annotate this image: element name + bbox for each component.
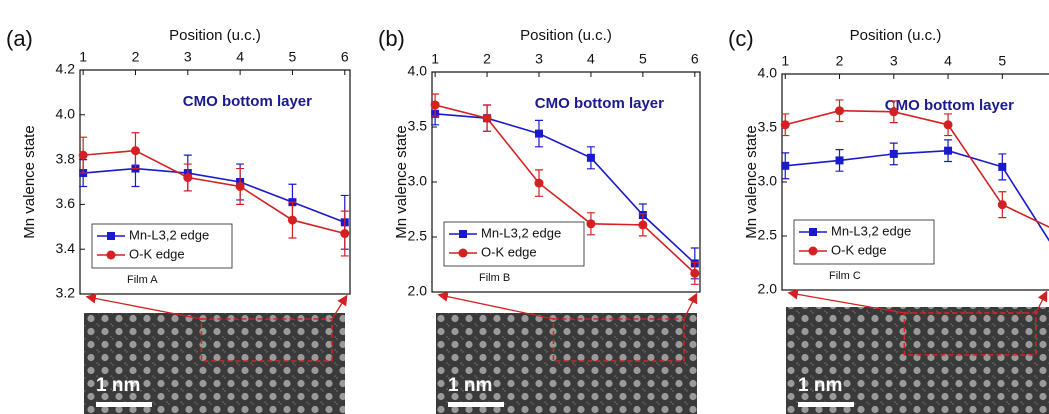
series-line (785, 111, 1049, 231)
annotation: CMO bottom layer (535, 95, 664, 112)
y-tick-label: 2.0 (408, 283, 428, 299)
stem-image (436, 313, 697, 414)
x-tick-label: 1 (79, 49, 87, 65)
scale-bar-label: 1 nm (798, 375, 842, 396)
y-tick-label: 3.4 (56, 240, 76, 256)
scale-bar (798, 402, 854, 407)
legend-marker (809, 247, 818, 256)
marker (890, 150, 898, 158)
marker (131, 146, 140, 155)
y-tick-label: 3.5 (758, 119, 778, 135)
x-tick-label: 5 (998, 53, 1006, 69)
x-tick-label: 5 (289, 49, 297, 65)
legend-label: O-K edge (831, 242, 887, 257)
panel-label: (b) (378, 26, 405, 51)
y-tick-label: 3.0 (408, 173, 428, 189)
y-tick-label: 2.5 (758, 227, 778, 243)
legend-marker (459, 249, 468, 258)
film-label: Film C (829, 270, 861, 282)
film-label: Film A (127, 274, 158, 286)
y-tick-label: 4.2 (56, 61, 76, 77)
y-tick-label: 3.0 (758, 173, 778, 189)
x-tick-label: 6 (341, 49, 349, 65)
x-tick-label: 4 (944, 53, 952, 69)
x-tick-label: 2 (132, 49, 140, 65)
marker (587, 154, 595, 162)
x-tick-label: 4 (587, 51, 595, 67)
marker (836, 156, 844, 164)
panel-label: (c) (728, 26, 754, 51)
marker (889, 107, 898, 116)
marker (534, 179, 543, 188)
page: (a) Position (u.c.) Mn valence state 1 2 3 4 5 6… (0, 0, 1049, 414)
legend-label: O-K edge (481, 244, 537, 259)
marker (638, 220, 647, 229)
x-tick-label: 1 (781, 53, 789, 69)
scale-bar-label: 1 nm (96, 375, 140, 396)
x-tick-label: 2 (836, 53, 844, 69)
legend-marker (459, 230, 467, 238)
marker (431, 101, 440, 110)
legend-label: O-K edge (129, 246, 185, 261)
y-tick-label: 2.0 (758, 281, 778, 297)
y-tick-label: 4.0 (56, 106, 76, 122)
y-tick-label: 2.5 (408, 228, 428, 244)
scale-bar (448, 402, 504, 407)
y-tick-label: 4.0 (758, 65, 778, 81)
marker (288, 216, 297, 225)
y-axis-title: Mn valence state (21, 125, 38, 238)
stem-image (786, 307, 1049, 414)
marker (781, 120, 790, 129)
x-tick-label: 3 (890, 53, 898, 69)
marker (183, 173, 192, 182)
y-tick-label: 3.2 (56, 285, 76, 301)
marker (944, 147, 952, 155)
legend-label: Mn-L3,2 edge (481, 225, 561, 240)
y-tick-label: 3.5 (408, 118, 428, 134)
series-line (83, 169, 345, 223)
marker (781, 162, 789, 170)
marker (998, 200, 1007, 209)
x-axis-title: Position (u.c.) (520, 27, 612, 44)
y-tick-label: 3.6 (56, 195, 76, 211)
marker (236, 182, 245, 191)
legend-marker (107, 251, 116, 260)
legend-marker (809, 228, 817, 236)
x-tick-label: 5 (639, 51, 647, 67)
film-label: Film B (479, 272, 510, 284)
x-tick-label: 3 (535, 51, 543, 67)
marker (535, 130, 543, 138)
stem-image (84, 313, 345, 414)
marker (340, 229, 349, 238)
marker (998, 163, 1006, 171)
scale-bar-label: 1 nm (448, 375, 492, 396)
x-tick-label: 1 (431, 51, 439, 67)
x-tick-label: 2 (483, 51, 491, 67)
marker (835, 106, 844, 115)
legend-label: Mn-L3,2 edge (831, 223, 911, 238)
marker (944, 120, 953, 129)
x-tick-label: 6 (691, 51, 699, 67)
legend-label: Mn-L3,2 edge (129, 227, 209, 242)
marker (586, 219, 595, 228)
x-tick-label: 4 (236, 49, 244, 65)
annotation: CMO bottom layer (183, 93, 312, 110)
marker (690, 269, 699, 278)
x-tick-label: 3 (184, 49, 192, 65)
panel-label: (a) (6, 26, 33, 51)
x-axis-title: Position (u.c.) (850, 27, 942, 44)
legend-marker (107, 232, 115, 240)
x-axis-title: Position (u.c.) (169, 27, 261, 44)
scale-bar (96, 402, 152, 407)
marker (79, 151, 88, 160)
y-tick-label: 4.0 (408, 63, 428, 79)
y-tick-label: 3.8 (56, 150, 76, 166)
series-line (83, 151, 345, 234)
annotation: CMO bottom layer (885, 97, 1014, 114)
figure: (a) Position (u.c.) Mn valence state 1 2 3 4 5 6… (0, 0, 1049, 414)
marker (483, 114, 492, 123)
